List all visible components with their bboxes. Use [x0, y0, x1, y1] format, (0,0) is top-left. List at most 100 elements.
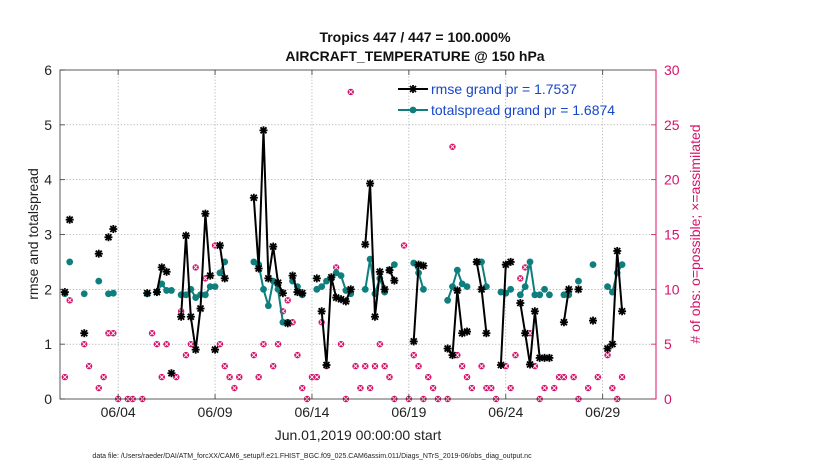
obs-assimilated-marker — [561, 374, 567, 380]
rmse-point — [215, 241, 224, 250]
legend-spread-marker — [409, 106, 417, 114]
obs-count-point — [400, 242, 408, 249]
rmse-point-stroke — [342, 297, 350, 306]
rmse-point — [409, 337, 418, 346]
rmse-point-stroke — [109, 225, 117, 233]
rmse-point-stroke — [608, 340, 617, 348]
rmse-point-stroke — [366, 179, 374, 188]
obs-count-point — [352, 362, 359, 370]
rmse-point — [521, 329, 530, 338]
totalspread-point — [66, 258, 74, 266]
rmse-point — [317, 307, 326, 316]
rmse-point-stroke — [153, 288, 161, 296]
rmse-point-stroke — [143, 289, 151, 297]
obs-assimilated-marker — [401, 243, 407, 248]
obs-count-point — [371, 362, 379, 370]
rmse-point-stroke — [66, 216, 74, 224]
totalspread-point — [560, 291, 568, 299]
rmse-point-stroke — [376, 268, 384, 276]
rmse-point-stroke — [560, 318, 568, 326]
rmse-point — [322, 361, 331, 370]
rmse-point — [380, 285, 389, 294]
rmse-point — [574, 285, 583, 294]
obs-count-point — [110, 330, 117, 337]
totalspread-point — [109, 289, 117, 297]
obs-assimilated-marker — [188, 342, 193, 347]
rmse-point-stroke — [182, 231, 190, 240]
series-layer — [60, 126, 627, 378]
rmse-point-stroke — [371, 313, 379, 321]
rmse-point-stroke — [531, 307, 539, 315]
rmse-point — [312, 274, 321, 283]
obs-assimilated-marker — [183, 353, 189, 358]
totalspread-point — [95, 277, 103, 285]
totalspread-point — [366, 255, 374, 263]
rmse-point-stroke — [545, 354, 554, 362]
obs-count-point — [381, 362, 388, 370]
obs-count-point — [478, 362, 485, 370]
totalspread-point — [575, 277, 582, 285]
totalspread-point — [420, 285, 427, 293]
rmse-point-stroke — [565, 285, 573, 293]
obs-assimilated-marker — [556, 374, 562, 380]
axes: 06/04 06/09 06/14 06/19 06/24 06/29 0 1 2 3 4 5 6 0 5 1… — [44, 62, 680, 420]
x-tick-label: 06/14 — [294, 404, 329, 420]
obs-count-point — [270, 362, 277, 370]
y2-axis-label: # of obs: o=possible; ×=assimilated — [687, 124, 703, 343]
obs-count-point — [429, 384, 437, 392]
obs-count-point — [226, 373, 233, 381]
totalspread-point — [589, 261, 597, 269]
rmse-point-stroke — [264, 274, 272, 283]
totalspread-point — [604, 283, 611, 290]
totalspread-point — [206, 283, 214, 290]
rmse-point-stroke — [192, 346, 200, 354]
obs-count-point — [551, 384, 558, 392]
totalspread-point — [201, 291, 209, 299]
rmse-point-stroke — [95, 250, 103, 258]
obs-assimilated-marker — [513, 353, 518, 358]
rmse-point-stroke — [337, 295, 345, 303]
rmse-point-stroke — [477, 285, 486, 293]
obs-count-point — [158, 373, 165, 381]
totalspread-point — [211, 283, 219, 290]
obs-assimilated-marker — [532, 363, 537, 369]
obs-assimilated-marker — [552, 385, 557, 391]
rmse-point-stroke — [497, 361, 505, 369]
rmse-point-stroke — [613, 247, 621, 255]
rmse-point — [564, 285, 573, 294]
rmse-point-stroke — [574, 285, 583, 293]
obs-count-point — [236, 373, 243, 381]
x-axis-label: Jun.01,2019 00:00:00 start — [275, 427, 442, 443]
obs-assimilated-marker — [523, 265, 528, 270]
obs-assimilated-marker — [222, 363, 227, 369]
totalspread-point — [337, 272, 345, 280]
y2-tick-label: 5 — [664, 336, 672, 352]
rmse-point-stroke — [618, 307, 626, 315]
rmse-point-stroke — [221, 274, 229, 283]
y-tick-label: 2 — [44, 281, 52, 297]
rmse-point — [472, 257, 481, 266]
obs-count-point — [526, 330, 534, 337]
totalspread-point — [483, 283, 490, 290]
obs-assimilated-marker — [372, 363, 378, 369]
rmse-point-stroke — [410, 337, 418, 346]
obs-count-point — [337, 340, 345, 348]
obs-assimilated-marker — [149, 331, 155, 336]
rmse-point-stroke — [288, 271, 297, 280]
obs-assimilated-marker — [300, 385, 305, 391]
rmse-point — [220, 274, 229, 283]
totalspread-point — [478, 258, 485, 266]
obs-assimilated-marker — [309, 374, 315, 380]
rmse-point-stroke — [269, 242, 277, 251]
rmse-point — [249, 193, 258, 202]
x-tick-label: 06/29 — [585, 404, 620, 420]
rmse-point-stroke — [482, 329, 491, 337]
obs-count-point — [211, 242, 219, 249]
rmse-point — [370, 312, 379, 321]
y-tick-label: 3 — [44, 227, 52, 243]
obs-assimilated-marker — [62, 374, 67, 380]
obs-count-point — [463, 373, 471, 381]
rmse-point-stroke — [104, 233, 113, 241]
obs-assimilated-marker — [387, 374, 392, 380]
